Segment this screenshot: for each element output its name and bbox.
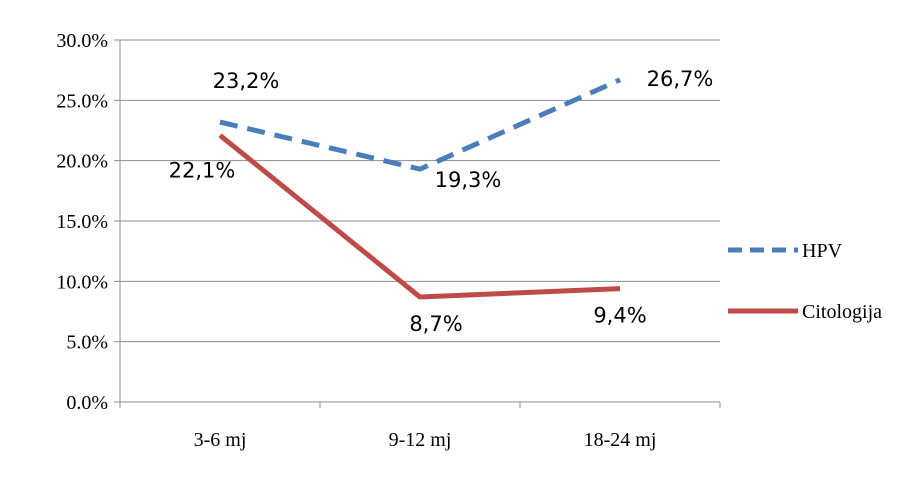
y-axis-ticks: 0.0% 5.0% 10.0% 15.0% 20.0% 25.0% 30.0% bbox=[56, 30, 108, 414]
series-line-hpv bbox=[219, 77, 622, 172]
series-line-citologija bbox=[218, 133, 621, 300]
y-tick-label: 20.0% bbox=[56, 151, 108, 173]
data-label-hpv: 26,7% bbox=[647, 67, 714, 91]
axes bbox=[114, 39, 721, 408]
legend-label-hpv: HPV bbox=[802, 240, 843, 262]
y-tick-label: 15.0% bbox=[56, 211, 108, 233]
y-tick-label: 25.0% bbox=[56, 90, 108, 112]
x-tick-label: 18-24 mj bbox=[584, 429, 657, 451]
y-tick-label: 10.0% bbox=[56, 271, 108, 293]
y-tick-label: 5.0% bbox=[66, 332, 108, 354]
x-tick-label: 3-6 mj bbox=[194, 429, 247, 451]
x-tick-label: 9-12 mj bbox=[389, 429, 452, 451]
series-group bbox=[218, 77, 622, 300]
gridlines bbox=[120, 39, 720, 343]
data-label-hpv: 23,2% bbox=[213, 69, 280, 93]
y-tick-label: 0.0% bbox=[66, 392, 108, 414]
y-tick-label: 30.0% bbox=[56, 30, 108, 52]
data-label-citologija: 8,7% bbox=[409, 312, 462, 336]
legend: HPV Citologija bbox=[728, 240, 882, 323]
data-labels: 23,2% 19,3% 26,7% 22,1% 8,7% 9,4% bbox=[169, 67, 714, 336]
data-label-citologija: 22,1% bbox=[169, 158, 236, 182]
data-label-hpv: 19,3% bbox=[435, 168, 502, 192]
x-axis-ticks: 3-6 mj 9-12 mj 18-24 mj bbox=[194, 429, 657, 451]
legend-label-citologija: Citologija bbox=[802, 301, 882, 323]
data-label-citologija: 9,4% bbox=[593, 304, 646, 328]
